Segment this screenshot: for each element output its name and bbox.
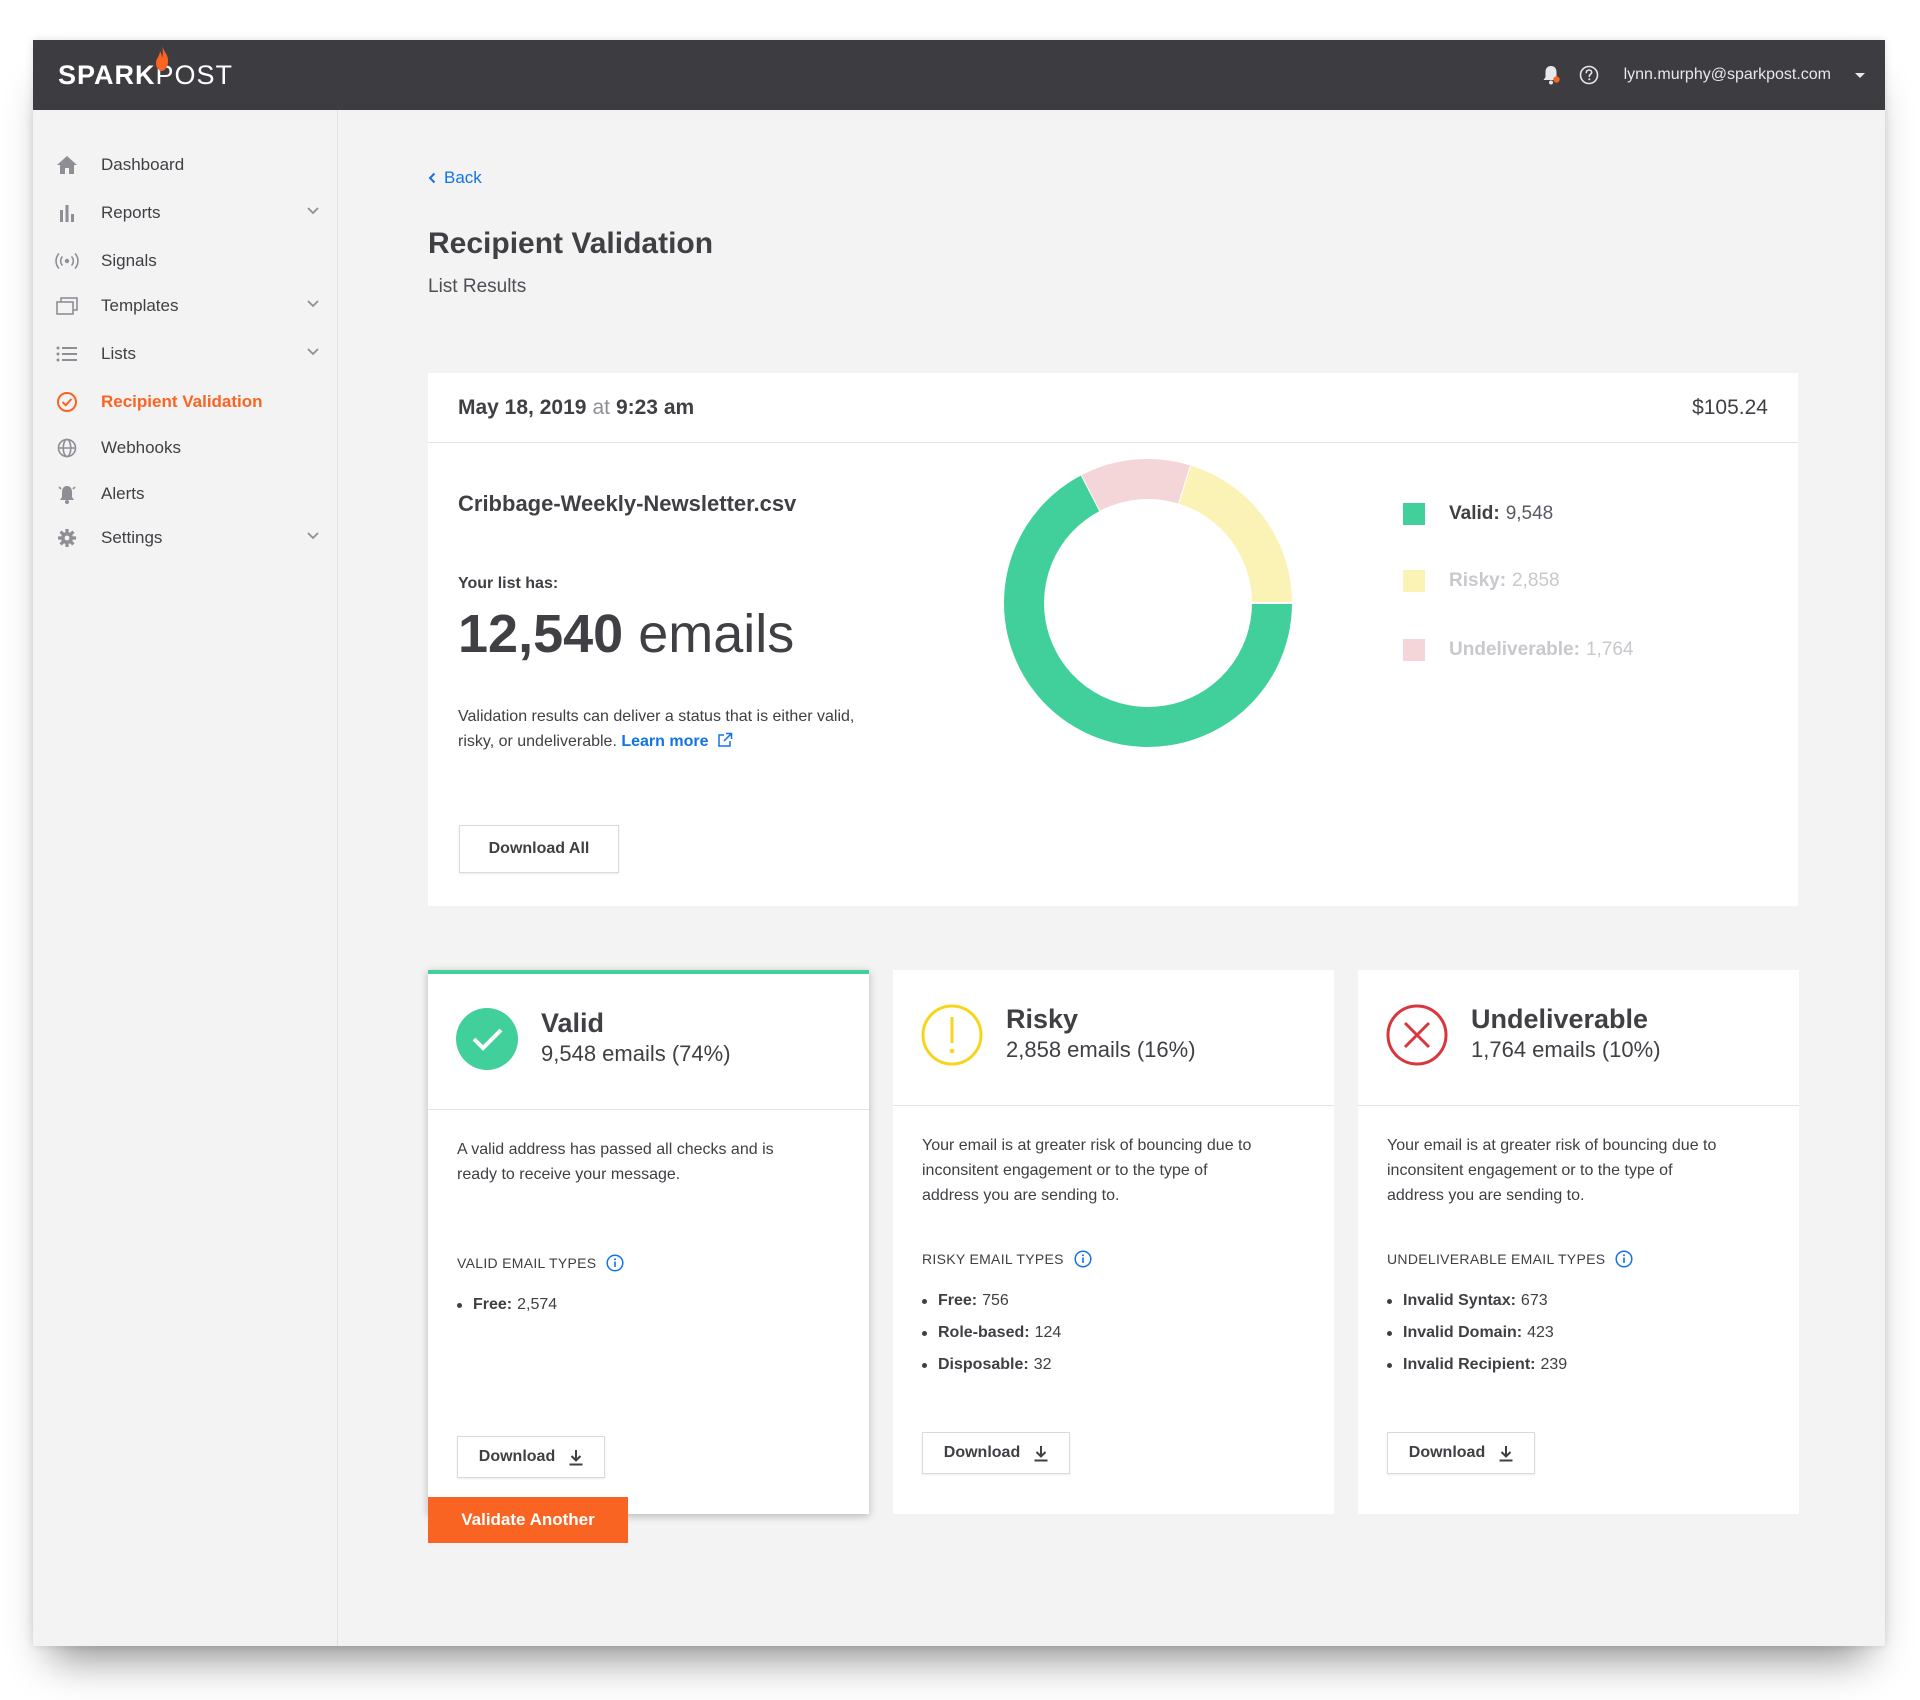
card-title: Valid [541,1008,605,1038]
sidebar-item-dashboard[interactable]: Dashboard [55,148,320,182]
file-name: Cribbage-Weekly-Newsletter.csv [458,491,797,516]
validation-date: May 18, 2019 at 9:23 am [458,395,695,419]
download-icon [1499,1445,1513,1461]
download-icon [1034,1445,1048,1461]
x-circle-icon [1386,1004,1448,1066]
validate-another-button[interactable]: Validate Another [428,1497,628,1543]
download-icon [569,1449,583,1465]
download-all-button[interactable]: Download All [459,825,619,873]
email-types-list: Free: 2,574 [457,1289,557,1321]
notifications-bell-icon[interactable] [1540,64,1562,86]
undeliverable-card[interactable]: Undeliverable 1,764 emails (10%) Your em… [1358,970,1799,1514]
download-risky-button[interactable]: Download [922,1432,1070,1474]
list-item: Invalid Recipient: 239 [1387,1349,1567,1381]
donut-slice-separator [1178,465,1192,505]
legend-swatch [1403,503,1425,525]
sidebar-item-webhooks[interactable]: Webhooks [55,431,320,465]
validation-description: Validation results can deliver a status … [458,708,855,750]
card-header: Risky 2,858 emails (16%) [893,970,1334,1106]
sidebar-item-signals[interactable]: Signals [55,244,320,278]
sidebar-item-templates[interactable]: Templates [55,289,320,323]
list-item: Role-based: 124 [922,1317,1061,1349]
list-item: Free: 2,574 [457,1289,557,1321]
list-item: Free: 756 [922,1285,1061,1317]
gear-icon [55,526,79,550]
card-title: Risky [1006,1004,1079,1034]
summary-header: May 18, 2019 at 9:23 am $105.24 [428,373,1798,443]
external-link-icon [718,732,733,747]
card-header: Valid 9,548 emails (74%) [428,974,869,1110]
bar-chart-icon [55,201,79,225]
legend-item-valid: Valid: 9,548 [1403,503,1553,525]
sidebar-item-lists[interactable]: Lists [55,337,320,371]
legend-swatch [1403,570,1425,592]
signal-icon [55,249,79,273]
help-icon[interactable] [1578,64,1600,86]
validation-cost: $105.24 [1692,395,1768,419]
page-title: Recipient Validation [428,227,714,260]
list-icon [55,342,79,366]
email-types-heading: RISKY EMAIL TYPES [922,1250,1092,1268]
home-icon [55,153,79,177]
download-undeliverable-button[interactable]: Download [1387,1432,1535,1474]
email-types-list: Free: 756 Role-based: 124 Disposable: 32 [922,1285,1061,1381]
back-link[interactable]: Back [428,168,482,188]
card-title: Undeliverable [1471,1004,1649,1034]
download-valid-button[interactable]: Download [457,1436,605,1478]
app-window: SPARKPOST lynn.murphy@sparkpost.com Dash… [33,40,1885,1646]
card-count: 1,764 emails (10%) [1471,1037,1661,1062]
donut-slice-risky[interactable] [1178,465,1292,604]
chevron-down-icon[interactable] [306,531,320,541]
sidebar-item-settings[interactable]: Settings [55,521,320,555]
risky-card[interactable]: Risky 2,858 emails (16%) Your email is a… [893,970,1334,1514]
top-bar: SPARKPOST lynn.murphy@sparkpost.com [33,40,1885,110]
card-description: Your email is at greater risk of bouncin… [922,1137,1252,1204]
card-description: A valid address has passed all checks an… [457,1141,774,1183]
total-email-count: 12,540 emails [458,604,795,664]
sidebar-item-alerts[interactable]: Alerts [55,477,320,511]
chevron-down-icon[interactable] [306,299,320,309]
card-header: Undeliverable 1,764 emails (10%) [1358,970,1799,1106]
caret-down-icon[interactable] [1855,72,1865,78]
sparkpost-logo[interactable]: SPARKPOST [58,46,233,91]
check-circle-icon [456,1008,518,1070]
results-summary-panel: May 18, 2019 at 9:23 am $105.24 Cribbage-W… [428,373,1798,906]
warning-circle-icon [921,1004,983,1066]
chevron-left-icon [428,172,436,184]
page-subtitle: List Results [428,276,527,297]
donut-slice-undeliverable[interactable] [1081,459,1192,511]
sidebar: Dashboard Reports Signals Templates [33,110,338,1646]
legend-item-risky: Risky: 2,858 [1403,570,1560,592]
chevron-down-icon[interactable] [306,347,320,357]
legend-swatch [1403,639,1425,661]
card-count: 2,858 emails (16%) [1006,1037,1196,1062]
list-item: Invalid Syntax: 673 [1387,1285,1567,1317]
valid-card[interactable]: Valid 9,548 emails (74%) A valid address… [428,970,869,1514]
info-icon[interactable] [1615,1250,1633,1268]
list-item: Invalid Domain: 423 [1387,1317,1567,1349]
legend-item-undeliverable: Undeliverable: 1,764 [1403,639,1633,661]
chevron-down-icon[interactable] [306,206,320,216]
alert-bell-icon [55,482,79,506]
list-item: Disposable: 32 [922,1349,1061,1381]
sidebar-item-recipient-validation[interactable]: Recipient Validation [55,385,320,419]
donut-slice-valid[interactable] [1004,475,1292,747]
user-menu[interactable]: lynn.murphy@sparkpost.com [1623,66,1831,83]
templates-icon [55,294,79,318]
card-count: 9,548 emails (74%) [541,1041,731,1066]
list-has-label: Your list has: [458,575,559,592]
email-types-heading: UNDELIVERABLE EMAIL TYPES [1387,1250,1633,1268]
info-icon[interactable] [606,1254,625,1272]
sidebar-item-reports[interactable]: Reports [55,196,320,230]
check-circle-icon [55,390,79,414]
flame-icon [156,46,169,71]
email-types-list: Invalid Syntax: 673 Invalid Domain: 423 In… [1387,1285,1567,1381]
validation-donut-chart [1004,459,1292,747]
info-icon[interactable] [1074,1250,1092,1268]
card-description: Your email is at greater risk of bouncin… [1387,1137,1717,1204]
email-types-heading: VALID EMAIL TYPES [457,1254,625,1272]
globe-icon [55,436,79,460]
learn-more-link[interactable]: Learn more [621,732,733,750]
